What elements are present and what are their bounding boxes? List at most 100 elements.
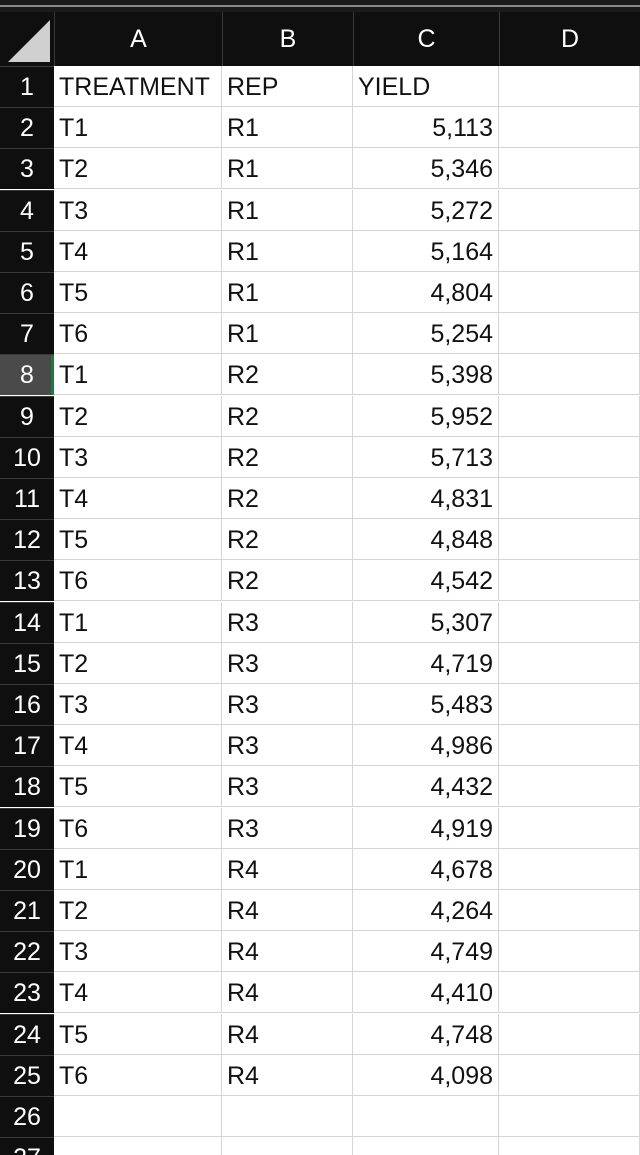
cell-a4[interactable]: T3 <box>54 189 222 231</box>
cell-a15[interactable]: T2 <box>54 642 222 684</box>
cell-c6[interactable]: 4,804 <box>353 272 499 313</box>
row-header-19[interactable]: 19 <box>0 807 54 849</box>
cell-d10[interactable] <box>499 436 640 478</box>
cell-a11[interactable]: T4 <box>54 478 222 519</box>
cell-b2[interactable]: R1 <box>222 107 353 149</box>
cell-a25[interactable]: T6 <box>54 1054 222 1096</box>
row-header-3[interactable]: 3 <box>0 148 54 190</box>
cell-b8[interactable]: R2 <box>222 354 353 396</box>
cell-a27[interactable] <box>54 1137 222 1155</box>
row-header-21[interactable]: 21 <box>0 890 54 931</box>
cell-a20[interactable]: T1 <box>54 848 222 890</box>
cell-d22[interactable] <box>499 931 640 973</box>
cell-c27[interactable] <box>353 1137 499 1155</box>
row-header-14[interactable]: 14 <box>0 601 54 643</box>
select-all-corner[interactable] <box>0 12 54 66</box>
cell-b24[interactable]: R4 <box>222 1013 353 1055</box>
cell-b3[interactable]: R1 <box>222 148 353 190</box>
cell-a13[interactable]: T6 <box>54 560 222 602</box>
column-header-b[interactable]: B <box>222 12 353 66</box>
row-header-20[interactable]: 20 <box>0 848 54 890</box>
cell-a1[interactable]: TREATMENT <box>54 66 222 107</box>
cell-c13[interactable]: 4,542 <box>353 560 499 602</box>
cell-b21[interactable]: R4 <box>222 890 353 931</box>
cell-c2[interactable]: 5,113 <box>353 107 499 149</box>
cell-c14[interactable]: 5,307 <box>353 601 499 643</box>
row-header-26[interactable]: 26 <box>0 1096 54 1137</box>
cell-b1[interactable]: REP <box>222 66 353 107</box>
cell-d12[interactable] <box>499 519 640 561</box>
row-header-10[interactable]: 10 <box>0 436 54 478</box>
cell-b17[interactable]: R3 <box>222 725 353 767</box>
cell-c7[interactable]: 5,254 <box>353 313 499 355</box>
cell-c22[interactable]: 4,749 <box>353 931 499 973</box>
cell-b11[interactable]: R2 <box>222 478 353 519</box>
cell-c20[interactable]: 4,678 <box>353 848 499 890</box>
cell-c24[interactable]: 4,748 <box>353 1013 499 1055</box>
row-header-18[interactable]: 18 <box>0 766 54 808</box>
cell-d4[interactable] <box>499 189 640 231</box>
cell-c12[interactable]: 4,848 <box>353 519 499 561</box>
cell-d6[interactable] <box>499 272 640 313</box>
cell-a22[interactable]: T3 <box>54 931 222 973</box>
row-header-15[interactable]: 15 <box>0 642 54 684</box>
cell-d19[interactable] <box>499 807 640 849</box>
cell-b9[interactable]: R2 <box>222 395 353 437</box>
column-header-c[interactable]: C <box>353 12 499 66</box>
row-header-2[interactable]: 2 <box>0 107 54 149</box>
cell-d20[interactable] <box>499 848 640 890</box>
cell-a14[interactable]: T1 <box>54 601 222 643</box>
cell-c15[interactable]: 4,719 <box>353 642 499 684</box>
cell-b12[interactable]: R2 <box>222 519 353 561</box>
cell-c10[interactable]: 5,713 <box>353 436 499 478</box>
cell-a8[interactable]: T1 <box>54 354 222 396</box>
cell-b7[interactable]: R1 <box>222 313 353 355</box>
cell-c17[interactable]: 4,986 <box>353 725 499 767</box>
row-header-24[interactable]: 24 <box>0 1013 54 1055</box>
cell-d25[interactable] <box>499 1054 640 1096</box>
cell-d23[interactable] <box>499 972 640 1014</box>
column-header-a[interactable]: A <box>54 12 222 66</box>
row-header-5[interactable]: 5 <box>0 230 54 272</box>
cell-c26[interactable] <box>353 1096 499 1137</box>
cell-c11[interactable]: 4,831 <box>353 478 499 519</box>
cell-c3[interactable]: 5,346 <box>353 148 499 190</box>
cell-a23[interactable]: T4 <box>54 972 222 1014</box>
row-header-4[interactable]: 4 <box>0 189 54 231</box>
cell-c19[interactable]: 4,919 <box>353 807 499 849</box>
row-header-16[interactable]: 16 <box>0 684 54 725</box>
cell-a9[interactable]: T2 <box>54 395 222 437</box>
cell-b27[interactable] <box>222 1137 353 1155</box>
cell-b26[interactable] <box>222 1096 353 1137</box>
cell-c16[interactable]: 5,483 <box>353 684 499 725</box>
cell-c8[interactable]: 5,398 <box>353 354 499 396</box>
cell-b13[interactable]: R2 <box>222 560 353 602</box>
cell-a10[interactable]: T3 <box>54 436 222 478</box>
cell-b19[interactable]: R3 <box>222 807 353 849</box>
cell-b25[interactable]: R4 <box>222 1054 353 1096</box>
cell-b23[interactable]: R4 <box>222 972 353 1014</box>
cell-d27[interactable] <box>499 1137 640 1155</box>
cell-a19[interactable]: T6 <box>54 807 222 849</box>
row-header-12[interactable]: 12 <box>0 519 54 561</box>
cell-a2[interactable]: T1 <box>54 107 222 149</box>
cell-a6[interactable]: T5 <box>54 272 222 313</box>
row-header-11[interactable]: 11 <box>0 478 54 519</box>
cell-d24[interactable] <box>499 1013 640 1055</box>
cell-d16[interactable] <box>499 684 640 725</box>
cell-a16[interactable]: T3 <box>54 684 222 725</box>
spreadsheet-grid[interactable]: A B C D 1 TREATMENT REP YIELD 2 T1 R1 5,113 3 T2 R… <box>0 12 640 1155</box>
row-header-13[interactable]: 13 <box>0 560 54 602</box>
cell-a5[interactable]: T4 <box>54 230 222 272</box>
cell-d1[interactable] <box>499 66 640 107</box>
row-header-7[interactable]: 7 <box>0 313 54 355</box>
cell-c25[interactable]: 4,098 <box>353 1054 499 1096</box>
cell-a26[interactable] <box>54 1096 222 1137</box>
cell-b4[interactable]: R1 <box>222 189 353 231</box>
cell-d13[interactable] <box>499 560 640 602</box>
cell-b6[interactable]: R1 <box>222 272 353 313</box>
row-header-23[interactable]: 23 <box>0 972 54 1014</box>
row-header-22[interactable]: 22 <box>0 931 54 973</box>
cell-a7[interactable]: T6 <box>54 313 222 355</box>
cell-b20[interactable]: R4 <box>222 848 353 890</box>
